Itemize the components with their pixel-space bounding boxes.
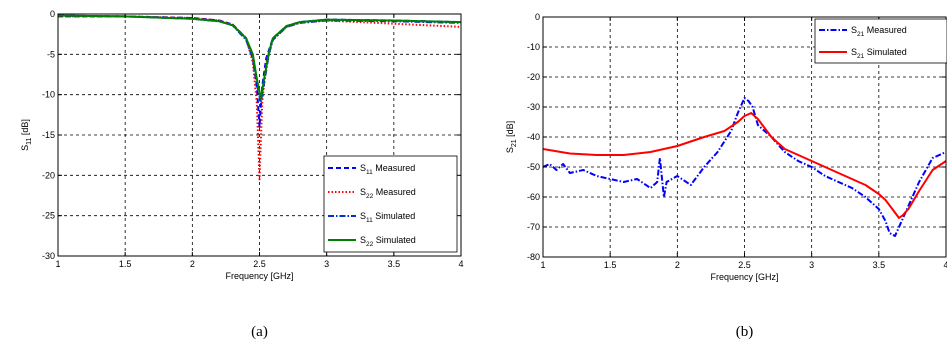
x-tick-label: 1: [540, 260, 545, 270]
chart-b: 1 1.5 2 2.5 3 3.5 4 0 -10 -20 -30 -40 -50 -60 -70 -80 Fr…: [505, 12, 947, 340]
y-axis-label-main: S: [20, 145, 30, 151]
legend-label-main: S: [360, 211, 366, 221]
y-tick-label: -5: [47, 49, 55, 59]
x-axis-label: Frequency [GHz]: [710, 272, 778, 282]
y-tick-label: 0: [535, 12, 540, 22]
y-tick-label: -10: [42, 90, 55, 100]
chart-a: 1 1.5 2 2.5 3 3.5 4 0 -5 -10 -15 -20 -25 -30 Frequency…: [20, 9, 464, 340]
legend-label-sub: 22: [366, 193, 374, 200]
series-line-21measured: [543, 97, 946, 237]
series-line-21simulated: [543, 112, 946, 219]
legend-label-suffix: Measured: [864, 25, 907, 35]
legend-label: S11 Simulated: [360, 211, 415, 224]
x-tick-label: 1.5: [604, 260, 617, 270]
legend-label-sub: 22: [366, 241, 374, 248]
legend-label-main: S: [360, 163, 366, 173]
legend-box: [814, 18, 947, 64]
x-tick-label: 2: [675, 260, 680, 270]
chart-caption: (b): [736, 324, 754, 340]
x-axis-label: Frequency [GHz]: [225, 271, 293, 281]
y-axis-label: S11 [dB]: [20, 119, 33, 151]
legend-label-main: S: [851, 25, 857, 35]
y-tick-label: -15: [42, 130, 55, 140]
legend-label-sub: 21: [857, 53, 865, 60]
y-tick-label: -10: [527, 42, 540, 52]
legend-label-sub: 11: [366, 217, 373, 224]
x-tick-label: 1.5: [119, 259, 132, 269]
x-tick-label: 2: [190, 259, 195, 269]
legend-label-main: S: [851, 47, 857, 57]
x-tick-label: 3.5: [873, 260, 886, 270]
x-tick-label: 3.5: [388, 259, 401, 269]
y-tick-label: -25: [42, 211, 55, 221]
x-tick-label: 2.5: [253, 259, 266, 269]
y-tick-label: -40: [527, 132, 540, 142]
legend-label: S21 Simulated: [851, 47, 907, 60]
y-tick-label: -30: [42, 251, 55, 261]
legend-label-suffix: Simulated: [373, 235, 416, 245]
x-tick-label: 4: [943, 260, 947, 270]
chart-caption: (a): [251, 324, 268, 340]
legend-box: [323, 155, 458, 253]
series-line-22simulated: [58, 14, 461, 100]
legend-label-suffix: Simulated: [864, 47, 907, 57]
y-axis-label-unit: [dB]: [505, 121, 515, 140]
y-tick-label: -80: [527, 252, 540, 262]
y-axis-label-sub: 21: [511, 139, 518, 147]
x-tick-label: 3: [324, 259, 329, 269]
legend-label: S11 Measured: [360, 163, 415, 176]
legend-label-sub: 11: [366, 169, 373, 176]
legend-label-suffix: Measured: [373, 163, 416, 173]
y-axis-label: S21 [dB]: [505, 121, 518, 153]
y-axis-label-sub: 11: [26, 138, 33, 145]
y-tick-label: -70: [527, 222, 540, 232]
legend-label: S22 Simulated: [360, 235, 416, 248]
y-axis-label-main: S: [505, 147, 515, 153]
legend-label: S21 Measured: [851, 25, 907, 38]
y-tick-label: -60: [527, 192, 540, 202]
y-tick-label: -20: [527, 72, 540, 82]
y-tick-label: -50: [527, 162, 540, 172]
x-tick-label: 3: [809, 260, 814, 270]
x-tick-label: 4: [458, 259, 463, 269]
legend-label: S22 Measured: [360, 187, 416, 200]
y-tick-label: -20: [42, 170, 55, 180]
legend-label-main: S: [360, 235, 366, 245]
y-axis-label-unit: [dB]: [20, 119, 30, 138]
y-tick-label: -30: [527, 102, 540, 112]
legend-label-suffix: Measured: [373, 187, 416, 197]
y-tick-label: 0: [50, 9, 55, 19]
x-tick-label: 1: [55, 259, 60, 269]
legend-label-suffix: Simulated: [373, 211, 416, 221]
x-tick-label: 2.5: [738, 260, 751, 270]
legend-label-main: S: [360, 187, 366, 197]
legend-label-sub: 21: [857, 31, 865, 38]
